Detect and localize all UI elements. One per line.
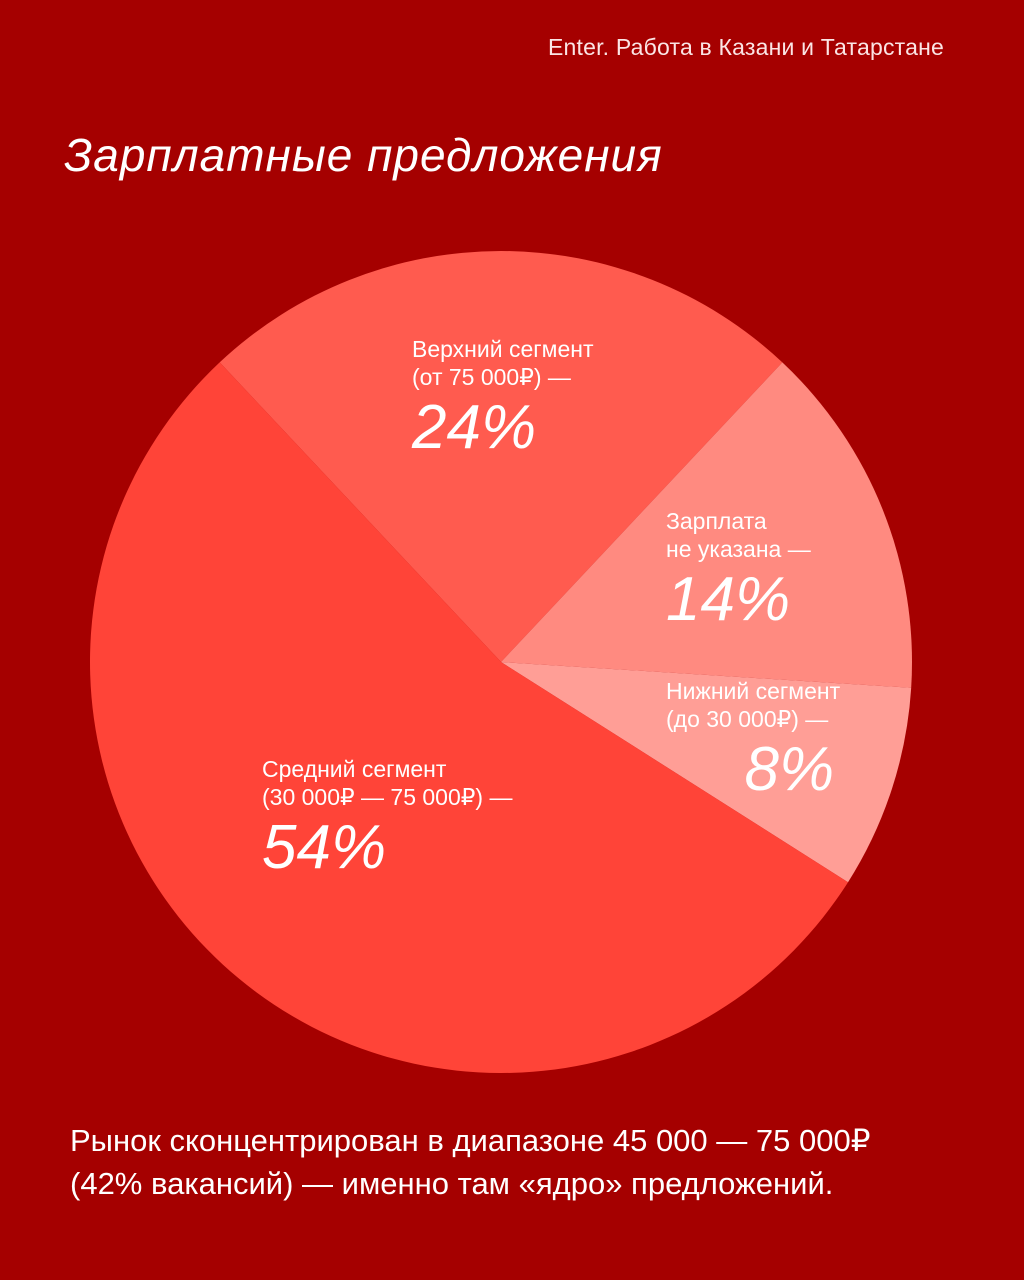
slice-label-lower-line1: Нижний сегмент xyxy=(666,678,841,704)
slice-value-upper: 24% xyxy=(412,393,537,463)
pie-slice-none xyxy=(501,362,912,688)
slice-label-middle-line1: Средний сегмент xyxy=(262,756,447,782)
slice-value-middle: 54% xyxy=(262,813,387,883)
pie-slice-mid xyxy=(89,362,849,1073)
pie-slice-lower xyxy=(501,662,912,883)
pie-slice-upper xyxy=(219,251,783,663)
slice-label-upper: Верхний сегмент (от 75 000₽) — 24% xyxy=(412,336,593,460)
chart-title: Зарплатные предложения xyxy=(64,129,663,181)
footer-note: Рынок сконцентрирован в диапазоне 45 000… xyxy=(70,1120,970,1206)
source-caption: Enter. Работа в Казани и Татарстане xyxy=(547,34,944,60)
slice-label-lower: Нижний сегмент (до 30 000₽) — 8% xyxy=(666,678,840,802)
slice-label-not-specified-line1: Зарплата xyxy=(666,508,767,534)
slice-label-not-specified: Зарплата не указана — 14% xyxy=(666,508,811,632)
slice-value-lower: 8% xyxy=(744,735,835,805)
slice-label-upper-line2: (от 75 000₽) — xyxy=(412,363,571,390)
slice-label-middle: Средний сегмент (30 000₽ — 75 000₽) — 54… xyxy=(262,756,512,880)
slice-label-not-specified-line2: не указана — xyxy=(666,535,811,562)
footer-line-1: Рынок сконцентрирован в диапазоне 45 000… xyxy=(70,1123,871,1158)
slice-value-not-specified: 14% xyxy=(666,565,791,635)
slice-label-middle-line2: (30 000₽ — 75 000₽) — xyxy=(262,783,513,810)
slice-label-upper-line1: Верхний сегмент xyxy=(412,336,594,362)
footer-line-2: (42% вакансий) — именно там «ядро» предл… xyxy=(70,1165,834,1201)
slice-label-lower-line2: (до 30 000₽) — xyxy=(666,705,829,732)
